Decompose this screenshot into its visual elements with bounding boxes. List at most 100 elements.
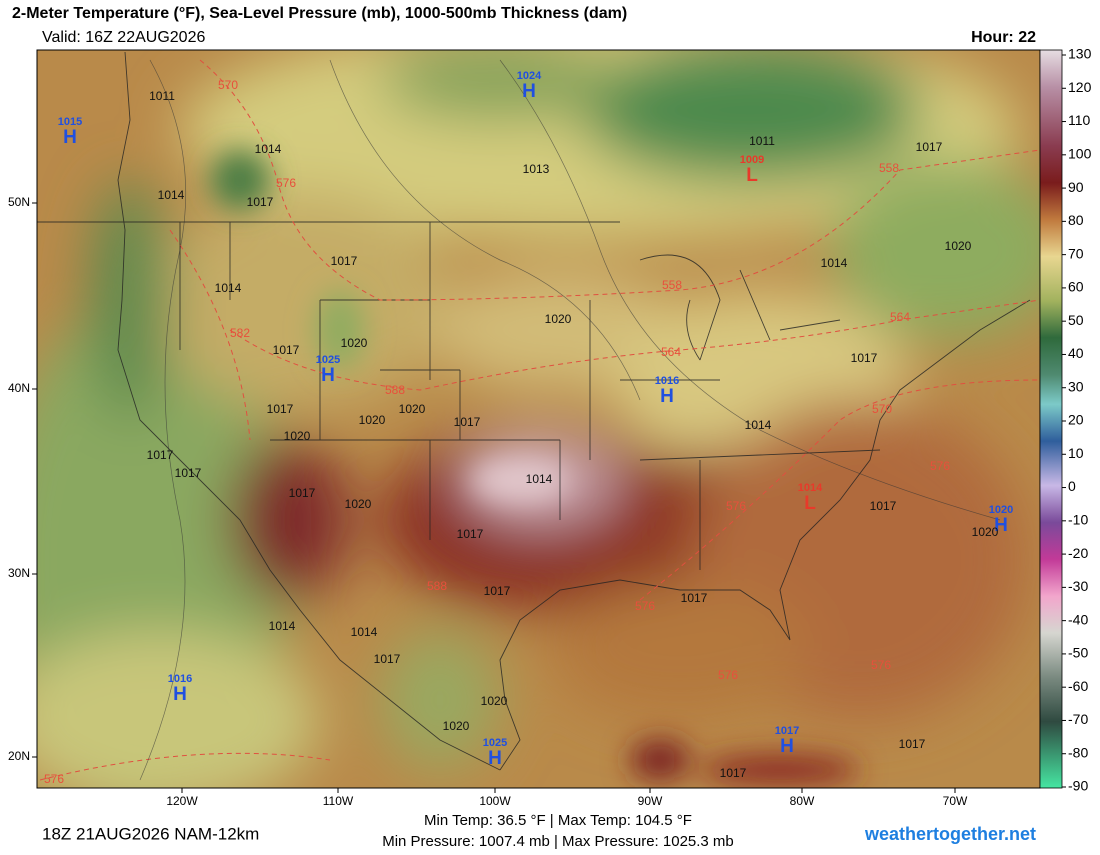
isobar-label: 1014 [158, 188, 185, 202]
thickness-label: 576 [276, 176, 296, 190]
pressure-center: H [522, 81, 536, 102]
isobar-label: 1014 [269, 619, 296, 633]
isobar-label: 1017 [247, 195, 274, 209]
colorbar-label: 90 [1068, 179, 1084, 195]
isobar-label: 1017 [147, 448, 174, 462]
isobar-label: 1014 [745, 418, 772, 432]
isobar-label: 1014 [821, 256, 848, 270]
site-credit: weathertogether.net [864, 824, 1036, 844]
isobar-label: 1017 [267, 402, 294, 416]
pressure-value: 1016 [168, 673, 192, 685]
pressure-center: H [173, 684, 187, 705]
isobar-label: 1017 [273, 343, 300, 357]
colorbar-label: 110 [1068, 112, 1091, 128]
pressure-value: 1009 [740, 154, 764, 166]
colorbar-label: 80 [1068, 212, 1084, 228]
pressure-center: H [994, 515, 1008, 536]
isobar-label: 1017 [870, 499, 897, 513]
lon-label: 110W [323, 794, 354, 808]
lon-label: 70W [943, 794, 968, 808]
colorbar-label: 0 [1068, 478, 1076, 494]
isobar-label: 1011 [749, 134, 775, 148]
colorbar-label: -40 [1068, 611, 1088, 627]
colorbar-label: -90 [1068, 778, 1088, 794]
colorbar-label: 70 [1068, 245, 1084, 261]
pressure-value: 1015 [58, 116, 82, 128]
colorbar-label: 20 [1068, 412, 1084, 428]
forecast-hour: Hour: 22 [971, 29, 1036, 46]
lat-label: 40N [8, 381, 30, 395]
isobar-label: 1014 [351, 625, 378, 639]
pressure-value: 1016 [655, 375, 679, 387]
isobar-label: 1020 [345, 497, 372, 511]
thickness-label: 588 [385, 383, 405, 397]
colorbar [1039, 49, 1063, 789]
colorbar-label: -60 [1068, 678, 1088, 694]
isobar-label: 1017 [720, 766, 747, 780]
thickness-label: 576 [44, 772, 64, 786]
thickness-label: 576 [871, 658, 891, 672]
pressure-center: H [660, 386, 674, 407]
colorbar-label: -10 [1068, 512, 1088, 528]
isobar-label: 1017 [175, 466, 202, 480]
isobar-label: 1020 [399, 402, 426, 416]
colorbar-label: 30 [1068, 378, 1084, 394]
isobar-label: 1014 [215, 281, 242, 295]
pressure-value: 1024 [517, 70, 542, 82]
pressure-range: Min Pressure: 1007.4 mb | Max Pressure: … [382, 833, 734, 850]
colorbar-label: 40 [1068, 345, 1084, 361]
isobar-label: 1020 [284, 429, 311, 443]
isobar-label: 1020 [945, 239, 972, 253]
lon-label: 100W [479, 794, 511, 808]
colorbar-label: 130 [1068, 46, 1092, 62]
isobar-label: 1020 [481, 694, 508, 708]
isobar-label: 1017 [899, 737, 926, 751]
colorbar-label: -30 [1068, 578, 1088, 594]
pressure-center: H [488, 748, 502, 769]
isobar-label: 1014 [526, 472, 553, 486]
pressure-value: 1025 [316, 354, 340, 366]
colorbar-label: -70 [1068, 711, 1088, 727]
colorbar-label: 60 [1068, 279, 1084, 295]
isobar-label: 1017 [289, 486, 316, 500]
isobar-label: 1013 [523, 162, 550, 176]
isobar-label: 1017 [374, 652, 401, 666]
isobar-label: 1020 [443, 719, 470, 733]
valid-time: Valid: 16Z 22AUG2026 [42, 29, 205, 46]
isobar-label: 1014 [255, 142, 282, 156]
isobar-label: 1020 [341, 336, 368, 350]
colorbar-label: -20 [1068, 545, 1088, 561]
isobar-label: 1017 [454, 415, 481, 429]
colorbar-label: -50 [1068, 645, 1088, 661]
model-run: 18Z 21AUG2026 NAM-12km [42, 824, 259, 843]
lat-label: 30N [8, 566, 30, 580]
pressure-value: 1017 [775, 725, 799, 737]
thickness-label: 576 [726, 499, 746, 513]
temp-range: Min Temp: 36.5 °F | Max Temp: 104.5 °F [424, 812, 692, 829]
isobar-label: 1020 [972, 525, 999, 539]
lat-label: 20N [8, 749, 30, 763]
isobar-label: 1011 [149, 89, 175, 103]
pressure-center: H [63, 127, 77, 148]
thickness-label: 558 [662, 278, 682, 292]
thickness-label: 570 [218, 78, 238, 92]
thickness-label: 558 [879, 161, 899, 175]
thickness-label: 576 [718, 668, 738, 682]
colorbar-label: 10 [1068, 445, 1084, 461]
isobar-label: 1020 [359, 413, 386, 427]
thickness-label: 588 [427, 579, 447, 593]
lon-label: 90W [638, 794, 663, 808]
colorbar-label: -80 [1068, 744, 1088, 760]
pressure-value: 1025 [483, 737, 507, 749]
thickness-label: 570 [872, 402, 892, 416]
pressure-value: 1014 [798, 482, 823, 494]
temperature-field [37, 50, 1040, 788]
isobar-label: 1017 [331, 254, 358, 268]
pressure-center: H [780, 736, 794, 757]
colorbar-label: 120 [1068, 79, 1092, 95]
thickness-label: 576 [635, 599, 655, 613]
pressure-center: L [804, 493, 816, 514]
lon-label: 80W [790, 794, 815, 808]
isobar-label: 1020 [545, 312, 572, 326]
